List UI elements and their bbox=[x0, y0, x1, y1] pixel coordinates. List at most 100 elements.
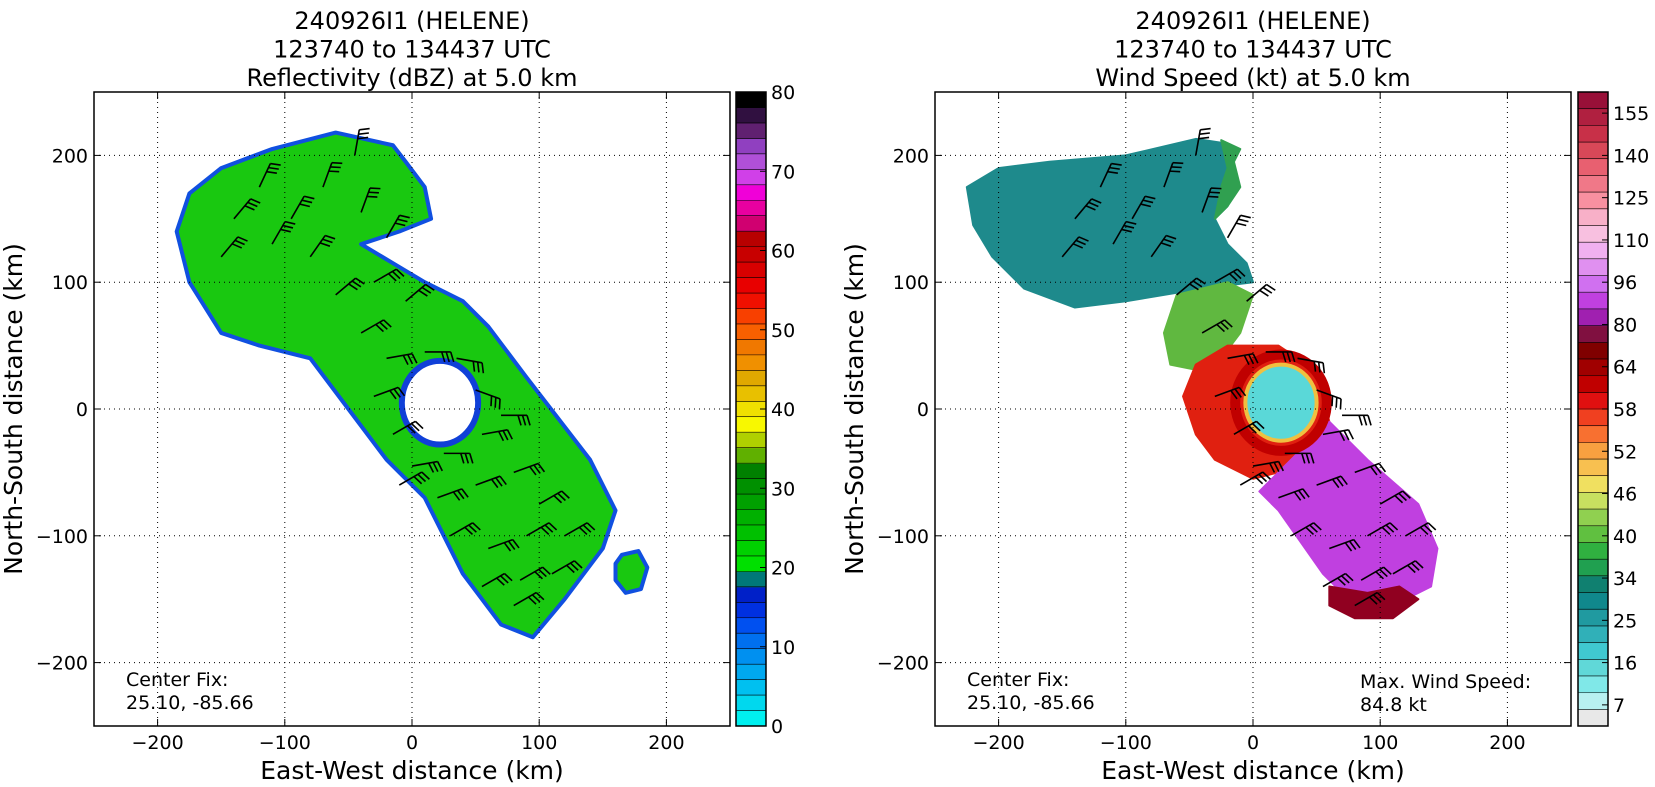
wind-barb bbox=[1360, 566, 1392, 581]
wind-barb-feather bbox=[481, 362, 485, 374]
wind-barb-feather bbox=[244, 205, 255, 211]
colorbar-tick-label: 7 bbox=[1613, 695, 1625, 717]
wind-barb-feather bbox=[452, 491, 461, 501]
wind-barb-feather bbox=[503, 542, 512, 552]
wind-barb bbox=[1354, 591, 1386, 607]
colorbar-segment bbox=[1578, 325, 1608, 343]
chart-title-line: 240926I1 (HELENE) bbox=[294, 7, 529, 35]
center-fix-annotation: 25.10, -85.66 bbox=[967, 692, 1095, 714]
wind-barb-feather bbox=[521, 415, 527, 426]
wind-barb-feather bbox=[1240, 214, 1251, 219]
wind-barb-feather bbox=[1236, 268, 1246, 277]
wind-barb-feather bbox=[490, 478, 499, 489]
wind-barb-feather bbox=[1273, 461, 1280, 473]
wind-barb bbox=[220, 236, 248, 258]
wind-barb-feather bbox=[1410, 562, 1420, 571]
colorbar-segment bbox=[736, 524, 766, 541]
colorbar-tick-label: 0 bbox=[771, 716, 783, 738]
wind-barb-feather bbox=[1210, 187, 1222, 190]
colorbar-segment bbox=[1578, 208, 1608, 226]
wind-barb-feather bbox=[1293, 491, 1302, 501]
wind-barb-feather bbox=[1367, 415, 1372, 426]
wind-barb bbox=[437, 488, 469, 501]
wind-barb-feather bbox=[1383, 566, 1392, 575]
wind-barb-feather bbox=[231, 243, 243, 249]
wind-barb-feather bbox=[1313, 361, 1317, 372]
wind-barb bbox=[424, 351, 455, 363]
wind-barb-feather bbox=[1419, 526, 1429, 536]
colorbar-tick-label: 64 bbox=[1613, 357, 1637, 379]
wind-barb-feather bbox=[375, 323, 384, 333]
wind-barb-feather bbox=[284, 220, 296, 225]
wind-barb-feather bbox=[395, 268, 405, 277]
wind-barb bbox=[481, 572, 513, 588]
colorbar-segment bbox=[1578, 392, 1608, 410]
wind-barb bbox=[513, 591, 545, 607]
wind-barb bbox=[1074, 198, 1102, 220]
wind-barb-feather bbox=[517, 415, 522, 426]
colorbar-segment bbox=[736, 664, 766, 681]
colorbar-tick-label: 80 bbox=[771, 82, 795, 104]
x-tick-label: 200 bbox=[648, 732, 684, 754]
wind-barb bbox=[411, 460, 444, 473]
wind-barb-feather bbox=[421, 471, 430, 480]
wind-barb-feather bbox=[1348, 540, 1357, 550]
wind-barb-feather bbox=[1337, 577, 1346, 586]
colorbar-segment bbox=[1578, 409, 1608, 427]
wind-barb-feather bbox=[425, 283, 435, 291]
x-tick-label: 0 bbox=[1247, 732, 1259, 754]
data-field bbox=[965, 127, 1439, 620]
y-tick-label: 200 bbox=[52, 145, 88, 167]
colorbar-segment bbox=[1578, 659, 1608, 677]
chart-title-line: 240926I1 (HELENE) bbox=[1135, 7, 1370, 35]
wind-barb bbox=[1201, 187, 1222, 213]
wind-barb-feather bbox=[383, 319, 392, 328]
wind-barb-feather bbox=[1198, 136, 1210, 140]
colorbar-segment bbox=[736, 153, 766, 170]
wind-barb-feather bbox=[440, 351, 446, 363]
wind-barb-feather bbox=[542, 566, 551, 575]
wind-barb-feather bbox=[1209, 191, 1220, 194]
x-tick-label: −100 bbox=[1100, 732, 1152, 754]
wind-barb bbox=[1163, 161, 1184, 188]
wind-barb-feather bbox=[1368, 596, 1378, 605]
wind-barb-feather bbox=[1169, 170, 1181, 173]
wind-barb-feather bbox=[1347, 429, 1354, 440]
colorbar-segment bbox=[1578, 592, 1608, 610]
rain-field-1 bbox=[613, 549, 650, 595]
wind-barb bbox=[551, 560, 583, 575]
y-axis-label: North-South distance (km) bbox=[840, 243, 869, 575]
wind-barb-feather bbox=[1189, 283, 1199, 291]
colorbar-tick-label: 20 bbox=[771, 558, 795, 580]
wind-barb-feather bbox=[303, 195, 315, 200]
wind-barb-feather bbox=[1229, 273, 1238, 282]
wind-barb bbox=[385, 214, 410, 239]
wind-barb-feather bbox=[247, 201, 258, 208]
wind-barb-feather bbox=[1230, 390, 1238, 400]
eye bbox=[1243, 362, 1319, 443]
colorbar-tick-label: 40 bbox=[771, 399, 795, 421]
colorbar-tick-label: 40 bbox=[1613, 526, 1637, 548]
wind-barb-feather bbox=[1423, 524, 1433, 533]
wind-barb-feather bbox=[529, 466, 537, 476]
colorbar-segment bbox=[736, 138, 766, 155]
wind-barb bbox=[322, 161, 343, 188]
wind-barb-feather bbox=[407, 425, 416, 434]
wind-barb-feather bbox=[1248, 425, 1257, 434]
wind-barb-feather bbox=[1200, 127, 1211, 131]
colorbar-segment bbox=[1578, 342, 1608, 360]
wind-barb-feather bbox=[394, 222, 406, 227]
wind-barb-feather bbox=[1317, 361, 1321, 373]
wind-barb-feather bbox=[1341, 575, 1350, 584]
colorbar-segment bbox=[736, 277, 766, 294]
wind-barb-feather bbox=[553, 495, 563, 504]
wind-barb-feather bbox=[1163, 238, 1174, 244]
wind-barb-feather bbox=[1111, 162, 1122, 166]
y-axis-label: North-South distance (km) bbox=[0, 243, 28, 575]
wind-barb bbox=[1392, 560, 1424, 575]
colorbar-segment bbox=[1578, 158, 1608, 176]
wind-barb-feather bbox=[355, 277, 365, 285]
wind-barb-feather bbox=[1251, 423, 1261, 432]
x-tick-label: 0 bbox=[406, 732, 418, 754]
wind-barb-feather bbox=[460, 453, 465, 464]
